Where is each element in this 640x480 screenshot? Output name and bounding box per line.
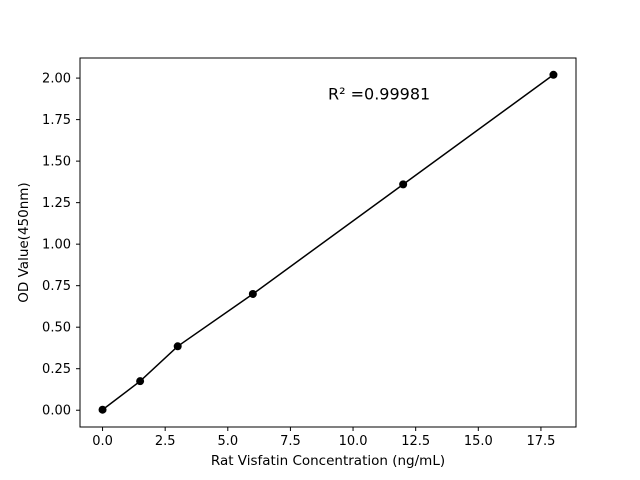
y-tick-label: 0.50 bbox=[42, 321, 71, 336]
x-tick-label: 2.5 bbox=[155, 434, 176, 449]
x-tick-label: 7.5 bbox=[280, 434, 301, 449]
y-tick-label: 0.25 bbox=[42, 362, 71, 377]
x-axis: 0.0 2.5 5.0 7.5 10.0 12.5 15.0 17.5 bbox=[92, 427, 555, 449]
y-axis-label: OD Value(450nm) bbox=[16, 182, 32, 302]
x-tick-label: 10.0 bbox=[339, 434, 368, 449]
plot-frame bbox=[79, 57, 577, 428]
fit-line bbox=[102, 74, 554, 411]
y-tick-label: 1.75 bbox=[42, 113, 71, 128]
r-squared-annotation: R² =0.99981 bbox=[328, 85, 430, 104]
data-point bbox=[136, 377, 145, 386]
data-point bbox=[248, 289, 257, 298]
x-tick-label: 12.5 bbox=[401, 434, 430, 449]
y-tick-label: 1.25 bbox=[42, 196, 71, 211]
data-point bbox=[98, 405, 107, 414]
x-axis-label: Rat Visfatin Concentration (ng/mL) bbox=[211, 453, 445, 469]
x-tick-label: 17.5 bbox=[526, 434, 555, 449]
data-point bbox=[399, 180, 408, 189]
x-tick-label: 0.0 bbox=[92, 434, 113, 449]
y-tick-label: 0.75 bbox=[42, 279, 71, 294]
y-tick-label: 2.00 bbox=[42, 72, 71, 87]
data-point bbox=[549, 70, 558, 79]
y-axis: 0.00 0.25 0.50 0.75 1.00 1.25 1.50 1.75 2.00 bbox=[42, 72, 80, 419]
y-tick-label: 1.00 bbox=[42, 238, 71, 253]
y-tick-label: 0.00 bbox=[42, 404, 71, 419]
data-point bbox=[173, 342, 182, 351]
data-series bbox=[98, 70, 558, 414]
x-tick-label: 15.0 bbox=[464, 434, 493, 449]
y-tick-label: 1.50 bbox=[42, 155, 71, 170]
x-tick-label: 5.0 bbox=[217, 434, 238, 449]
